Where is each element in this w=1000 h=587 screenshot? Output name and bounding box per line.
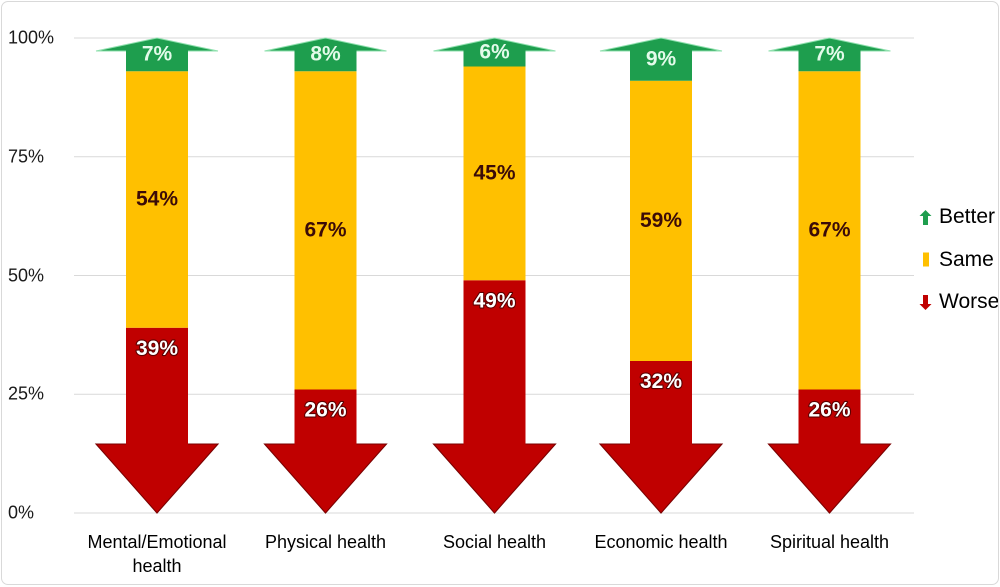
- svg-text:49%: 49%: [473, 289, 515, 312]
- svg-text:67%: 67%: [304, 218, 346, 241]
- svg-text:59%: 59%: [640, 209, 682, 232]
- svg-text:7%: 7%: [814, 43, 845, 66]
- svg-text:39%: 39%: [136, 337, 178, 360]
- svg-text:32%: 32%: [640, 370, 682, 393]
- svg-text:6%: 6%: [479, 40, 510, 63]
- svg-text:54%: 54%: [136, 188, 178, 211]
- svg-text:8%: 8%: [310, 43, 341, 66]
- svg-text:9%: 9%: [646, 47, 677, 70]
- svg-text:67%: 67%: [808, 218, 850, 241]
- svg-text:26%: 26%: [808, 399, 850, 422]
- svg-text:26%: 26%: [304, 399, 346, 422]
- svg-text:45%: 45%: [473, 161, 515, 184]
- svg-text:7%: 7%: [142, 43, 173, 66]
